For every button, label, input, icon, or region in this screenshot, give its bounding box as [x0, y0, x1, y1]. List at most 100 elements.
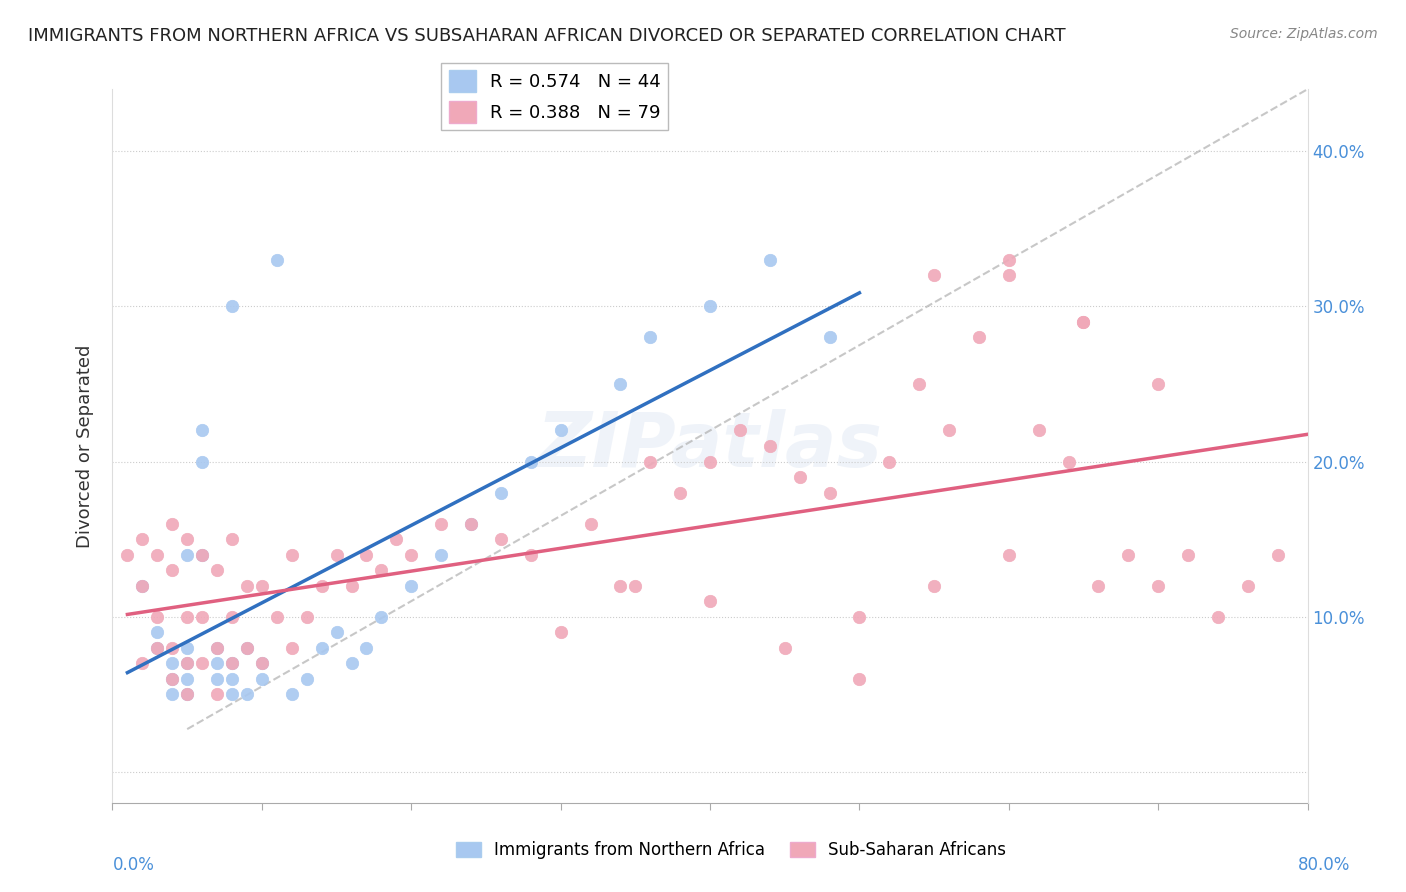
Point [162, 516, 183, 531]
Text: Source: ZipAtlas.com: Source: ZipAtlas.com [1230, 27, 1378, 41]
Point [236, 640, 259, 655]
Point [520, 454, 543, 468]
Point [1177, 548, 1199, 562]
Point [624, 579, 647, 593]
Point [908, 376, 931, 391]
Point [1028, 424, 1050, 438]
Point [669, 485, 692, 500]
Point [221, 532, 243, 546]
Point [221, 656, 243, 670]
Point [430, 548, 453, 562]
Point [550, 424, 572, 438]
Point [699, 299, 721, 313]
Text: 80.0%: 80.0% [1298, 856, 1350, 874]
Point [205, 687, 228, 701]
Point [967, 330, 990, 344]
Point [848, 609, 870, 624]
Point [699, 594, 721, 608]
Point [1237, 579, 1260, 593]
Point [176, 656, 198, 670]
Point [131, 579, 153, 593]
Point [281, 548, 304, 562]
Point [250, 672, 273, 686]
Point [266, 609, 288, 624]
Point [401, 579, 423, 593]
Point [640, 330, 662, 344]
Point [311, 640, 333, 655]
Point [520, 548, 543, 562]
Point [356, 640, 378, 655]
Point [281, 640, 304, 655]
Point [1057, 454, 1080, 468]
Point [162, 687, 183, 701]
Point [131, 532, 153, 546]
Point [236, 687, 259, 701]
Legend: R = 0.574   N = 44, R = 0.388   N = 79: R = 0.574 N = 44, R = 0.388 N = 79 [441, 62, 668, 130]
Point [191, 454, 214, 468]
Point [117, 548, 139, 562]
Point [340, 579, 363, 593]
Point [250, 579, 273, 593]
Point [489, 485, 512, 500]
Point [311, 579, 333, 593]
Y-axis label: Divorced or Separated: Divorced or Separated [76, 344, 94, 548]
Point [401, 548, 423, 562]
Point [998, 268, 1021, 283]
Point [295, 672, 318, 686]
Point [340, 656, 363, 670]
Point [146, 609, 169, 624]
Point [1147, 579, 1170, 593]
Point [162, 672, 183, 686]
Point [385, 532, 408, 546]
Point [176, 687, 198, 701]
Point [938, 424, 960, 438]
Point [430, 516, 453, 531]
Point [281, 687, 304, 701]
Point [370, 563, 392, 577]
Point [191, 424, 214, 438]
Point [146, 625, 169, 640]
Legend: Immigrants from Northern Africa, Sub-Saharan Africans: Immigrants from Northern Africa, Sub-Sah… [449, 835, 1014, 866]
Point [356, 548, 378, 562]
Point [131, 579, 153, 593]
Point [221, 656, 243, 670]
Point [759, 252, 782, 267]
Point [460, 516, 482, 531]
Point [250, 656, 273, 670]
Point [1073, 315, 1095, 329]
Point [759, 439, 782, 453]
Point [162, 563, 183, 577]
Point [1206, 609, 1229, 624]
Point [176, 532, 198, 546]
Point [162, 656, 183, 670]
Point [998, 548, 1021, 562]
Point [205, 640, 228, 655]
Point [325, 548, 347, 562]
Point [176, 656, 198, 670]
Point [162, 640, 183, 655]
Point [325, 625, 347, 640]
Point [818, 485, 841, 500]
Point [1087, 579, 1109, 593]
Point [250, 656, 273, 670]
Point [205, 656, 228, 670]
Point [146, 640, 169, 655]
Point [489, 532, 512, 546]
Point [146, 640, 169, 655]
Point [609, 376, 631, 391]
Point [879, 454, 901, 468]
Point [550, 625, 572, 640]
Point [922, 268, 945, 283]
Text: 0.0%: 0.0% [112, 856, 155, 874]
Point [295, 609, 318, 624]
Point [236, 579, 259, 593]
Point [818, 330, 841, 344]
Point [848, 672, 870, 686]
Text: IMMIGRANTS FROM NORTHERN AFRICA VS SUBSAHARAN AFRICAN DIVORCED OR SEPARATED CORR: IMMIGRANTS FROM NORTHERN AFRICA VS SUBSA… [28, 27, 1066, 45]
Point [236, 640, 259, 655]
Point [221, 672, 243, 686]
Point [191, 548, 214, 562]
Point [191, 548, 214, 562]
Point [221, 299, 243, 313]
Point [609, 579, 631, 593]
